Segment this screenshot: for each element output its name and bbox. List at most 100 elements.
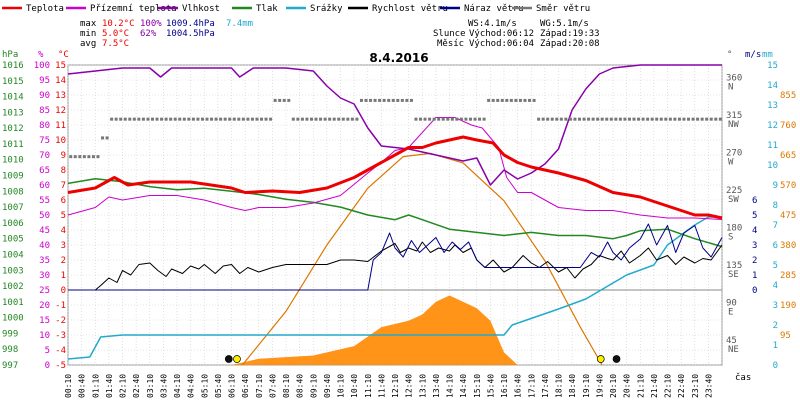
wind-direction-dot (450, 117, 454, 121)
wind-direction-dot (623, 117, 627, 121)
wind-direction-dot (132, 117, 136, 121)
hpa-tick: 998 (2, 345, 18, 355)
legend-item-1: Teplota (2, 4, 64, 14)
wind-direction-dot (110, 117, 114, 121)
sun-label: Slunce (433, 29, 466, 39)
wind-direction-dot (164, 117, 168, 121)
wind-direction-dot (482, 117, 486, 121)
wind-direction-dot (300, 117, 304, 121)
wind-direction-dot (119, 117, 123, 121)
hpa-tick: 1014 (2, 93, 24, 103)
legend-item-5: Srážky (286, 4, 343, 14)
wind-direction-dot (428, 117, 432, 121)
x-tick: 13:40 (432, 374, 441, 398)
wind-direction-dot (137, 117, 141, 121)
wind-direction-dot (146, 117, 150, 121)
wind-direction-dot (459, 117, 463, 121)
wind-direction-dot (210, 117, 214, 121)
wind-direction-dot (564, 117, 568, 121)
wind-direction-dot (655, 117, 659, 121)
wind-direction-dot (391, 98, 395, 102)
wind-gust-info: WG:5.1m/s (540, 19, 589, 29)
x-tick: 23:40 (704, 374, 713, 398)
stats-label-max: max (80, 19, 97, 29)
x-tick: 09:10 (309, 374, 318, 398)
temp-tick: 13 (55, 91, 66, 101)
hpa-tick: 1004 (2, 250, 24, 260)
x-tick: 20:40 (623, 374, 632, 398)
wind-direction-dot (355, 117, 359, 121)
stats-label-min: min (80, 29, 96, 39)
wind-direction-dot (260, 117, 264, 121)
markers-layer (224, 355, 621, 363)
x-tick: 04:40 (187, 374, 196, 398)
wind-direction-dot (455, 117, 459, 121)
wind-direction-dot (101, 136, 105, 140)
wind-direction-dot (700, 117, 704, 121)
wind-direction-dot (555, 117, 559, 121)
wind-direction-dot (659, 117, 663, 121)
wind-direction-dot (500, 98, 504, 102)
wind-direction-dot (228, 117, 232, 121)
axis-unit-deg: ° (727, 50, 732, 60)
wind-direction-dot (346, 117, 350, 121)
stats-panel: max 10.2°C 100% 1009.4hPa 7.4mm min 5.0°C 62% 10… (80, 19, 253, 49)
series-tlak (67, 177, 723, 248)
temp-tick: 8 (61, 166, 66, 176)
temp-tick: 3 (61, 241, 66, 251)
pct-tick: 35 (39, 256, 50, 266)
pct-tick: 55 (39, 196, 50, 206)
wind-direction-dot (709, 117, 713, 121)
wind-direction-dot (128, 117, 132, 121)
pct-tick: 90 (39, 91, 50, 101)
hpa-tick: 1011 (2, 140, 24, 150)
wind-direction-dot (509, 98, 513, 102)
wind-direction-dot (396, 98, 400, 102)
wind-direction-dot (687, 117, 691, 121)
wind-direction-dot (287, 98, 291, 102)
wind-direction-dot (505, 98, 509, 102)
wind-direction-dot (350, 117, 354, 121)
wind-direction-dot (550, 117, 554, 121)
hpa-tick: 997 (2, 361, 18, 371)
wind-direction-dot (532, 98, 536, 102)
pct-tick: 85 (39, 106, 50, 116)
solar-tick: 380 (780, 241, 796, 251)
pct-tick: 75 (39, 136, 50, 146)
x-tick: 08:10 (282, 374, 291, 398)
x-tick: 21:10 (636, 374, 645, 398)
wind-direction-dot (696, 117, 700, 121)
mm-tick: 0 (773, 361, 778, 371)
direction-tick: N (728, 83, 733, 93)
stats-pressure-min: 1004.5hPa (166, 29, 215, 39)
wind-direction-dot (237, 117, 241, 121)
hpa-tick: 1001 (2, 298, 24, 308)
temp-tick: 15 (55, 61, 66, 71)
wind-direction-dot (191, 117, 195, 121)
legend-item-3: Vlhkost (158, 4, 220, 14)
wind-direction-dot (668, 117, 672, 121)
wind-direction-dot (591, 117, 595, 121)
legend-item-7: Náraz větru (440, 4, 524, 14)
legend-label: Srážky (310, 4, 343, 14)
axis-unit-pct: % (38, 50, 44, 60)
temp-tick: 2 (61, 256, 66, 266)
wind-direction-dot (632, 117, 636, 121)
solar-tick: 570 (780, 181, 796, 191)
pct-tick: 45 (39, 226, 50, 236)
series-vlhkost (67, 64, 722, 186)
temp-tick: 11 (55, 121, 66, 131)
ms-tick: 4 (752, 226, 757, 236)
legend-item-6: Rychlost větru (348, 4, 448, 14)
wind-direction-dot (618, 117, 622, 121)
wind-direction-dot (196, 117, 200, 121)
mm-tick: 14 (767, 81, 778, 91)
temp-tick: 0 (61, 286, 66, 296)
temp-tick: 9 (61, 151, 66, 161)
pct-tick: 30 (39, 271, 50, 281)
wind-direction-dot (582, 117, 586, 121)
x-tick: 15:10 (473, 374, 482, 398)
stats-humidity-max: 100% (140, 19, 162, 29)
wind-direction-dot (250, 117, 254, 121)
wind-direction-dot (437, 117, 441, 121)
